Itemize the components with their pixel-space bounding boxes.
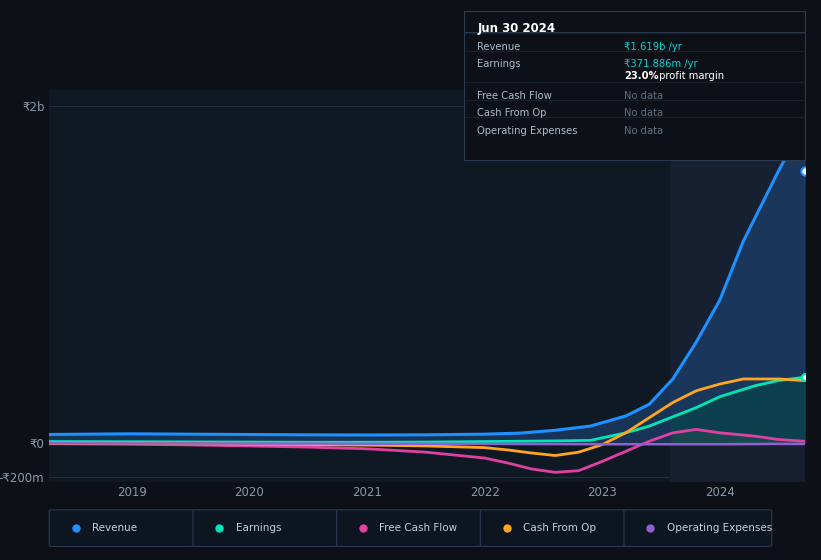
FancyBboxPatch shape	[337, 510, 484, 547]
Text: Earnings: Earnings	[236, 523, 281, 533]
FancyBboxPatch shape	[624, 510, 772, 547]
Text: No data: No data	[624, 109, 663, 118]
Text: Free Cash Flow: Free Cash Flow	[379, 523, 457, 533]
Text: Operating Expenses: Operating Expenses	[667, 523, 772, 533]
Text: Jun 30 2024: Jun 30 2024	[478, 22, 556, 35]
Text: ₹1.619b /yr: ₹1.619b /yr	[624, 41, 682, 52]
Text: Free Cash Flow: Free Cash Flow	[478, 91, 553, 101]
Text: profit margin: profit margin	[656, 71, 724, 81]
Text: Revenue: Revenue	[92, 523, 137, 533]
FancyBboxPatch shape	[49, 510, 197, 547]
FancyBboxPatch shape	[480, 510, 628, 547]
Text: Cash From Op: Cash From Op	[523, 523, 596, 533]
Bar	[671, 90, 805, 482]
Text: Revenue: Revenue	[478, 41, 521, 52]
Text: Earnings: Earnings	[478, 59, 521, 69]
FancyBboxPatch shape	[193, 510, 341, 547]
Text: No data: No data	[624, 126, 663, 136]
Text: No data: No data	[624, 91, 663, 101]
Text: ₹371.886m /yr: ₹371.886m /yr	[624, 59, 698, 69]
Text: Operating Expenses: Operating Expenses	[478, 126, 578, 136]
Text: Cash From Op: Cash From Op	[478, 109, 547, 118]
Text: 23.0%: 23.0%	[624, 71, 658, 81]
